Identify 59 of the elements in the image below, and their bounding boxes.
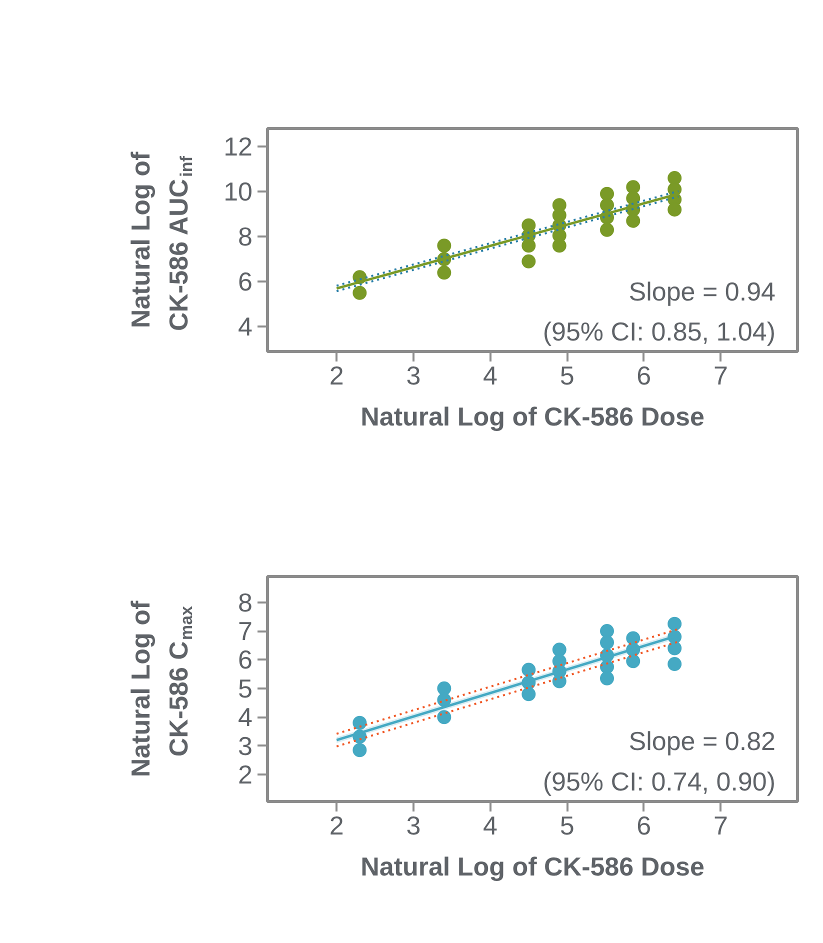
point: [668, 202, 682, 217]
point: [552, 642, 566, 657]
annotation: Slope = 0.82: [628, 726, 776, 756]
point: [352, 743, 367, 758]
x-tick-label: 4: [483, 810, 498, 840]
y-tick-label: 10: [224, 176, 252, 207]
annotation: (95% CI: 0.85, 1.04): [542, 316, 776, 346]
point: [626, 180, 640, 194]
x-axis-title: Natural Log of CK-586 Dose: [360, 852, 704, 882]
point: [600, 624, 614, 638]
point: [626, 654, 640, 668]
point: [437, 266, 452, 280]
point: [600, 222, 614, 237]
x-tick-label: 7: [713, 810, 728, 840]
x-tick-label: 2: [329, 360, 344, 390]
point: [522, 238, 536, 253]
x-tick-label: 4: [483, 360, 498, 390]
point: [437, 238, 452, 253]
point: [668, 171, 682, 186]
y-tick-label: 3: [238, 730, 253, 761]
y-tick-label: 6: [238, 644, 253, 675]
y-tick-label: 6: [238, 266, 253, 297]
y-tick-label: 4: [238, 312, 253, 342]
point: [600, 198, 614, 212]
x-tick-label: 7: [713, 360, 728, 390]
point: [352, 716, 367, 730]
x-tick-label: 5: [560, 810, 574, 840]
point: [522, 662, 536, 677]
point: [668, 616, 682, 631]
point: [352, 286, 367, 300]
y-tick-label: 12: [224, 132, 252, 162]
y-tick-label: 4: [238, 702, 253, 732]
y-tick-label: 7: [238, 616, 253, 646]
point: [668, 641, 682, 656]
x-tick-label: 6: [636, 360, 652, 390]
point: [552, 238, 566, 253]
x-tick-label: 3: [406, 810, 421, 840]
x-axis-title: Natural Log of CK-586 Dose: [360, 402, 704, 432]
point: [437, 710, 452, 724]
point: [522, 687, 536, 702]
point: [552, 674, 566, 688]
y-tick-label: 8: [238, 222, 253, 252]
point: [437, 681, 452, 696]
point: [522, 254, 536, 268]
x-tick-label: 2: [329, 810, 344, 840]
x-tick-label: 3: [406, 360, 421, 390]
annotation: Slope = 0.94: [628, 276, 776, 306]
y-tick-label: 5: [238, 673, 253, 704]
point: [600, 636, 614, 650]
point: [600, 671, 614, 686]
y-tick-label: 8: [238, 587, 253, 618]
x-tick-label: 5: [560, 360, 574, 390]
point: [626, 214, 640, 228]
annotation: (95% CI: 0.74, 0.90): [542, 766, 776, 796]
point: [437, 692, 452, 707]
x-tick-label: 6: [636, 810, 652, 840]
point: [600, 186, 614, 201]
point: [668, 657, 682, 672]
y-tick-label: 2: [238, 760, 253, 790]
